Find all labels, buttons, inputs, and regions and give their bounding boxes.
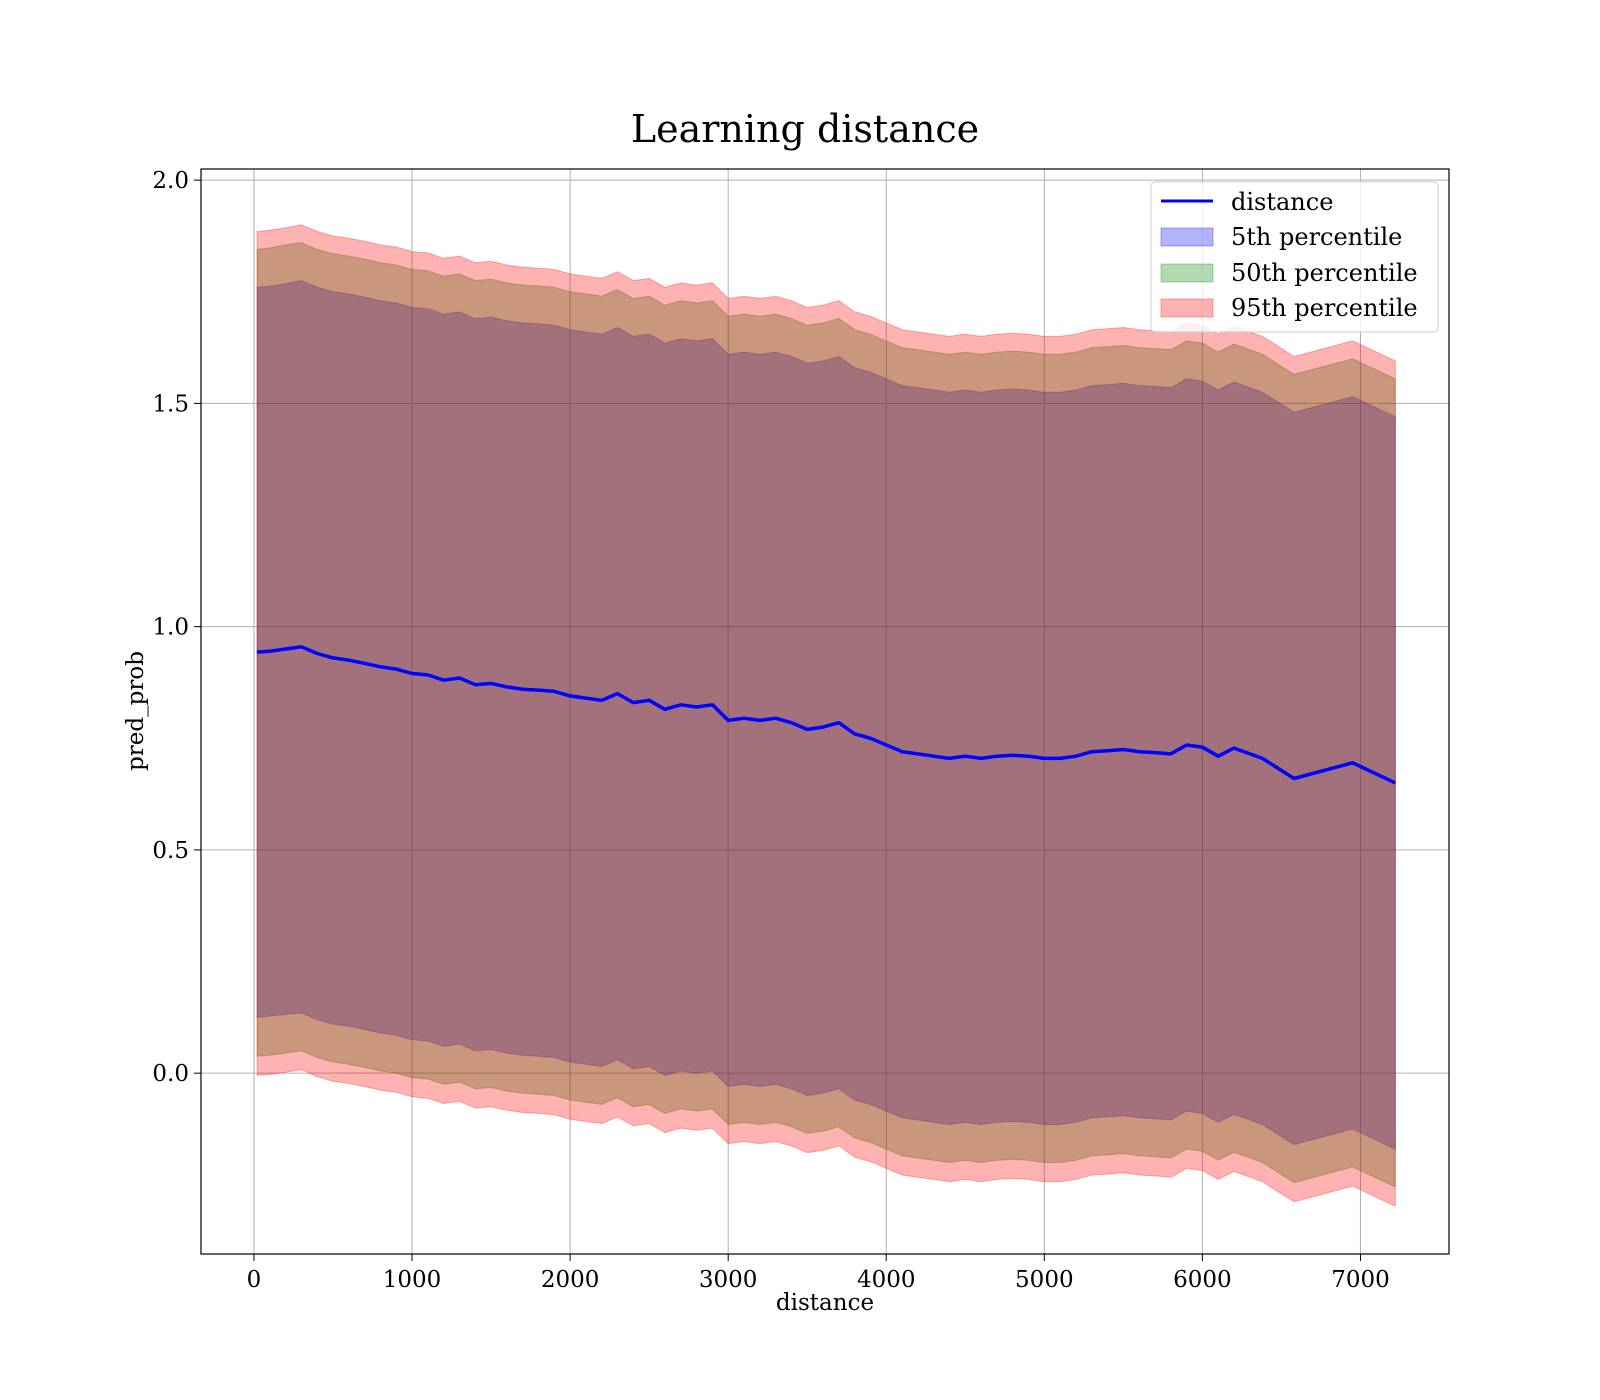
legend-label-50th: 50th percentile: [1231, 259, 1418, 287]
y-tick-label: 1.5: [152, 391, 189, 417]
x-axis-label: distance: [776, 1290, 874, 1316]
band-95th-percentile: [256, 224, 1396, 1207]
legend-label-distance: distance: [1231, 188, 1333, 216]
legend-swatch-95th: [1160, 298, 1214, 318]
x-axis-ticks: 0 1000 2000 3000 4000 5000 6000 7000: [247, 1254, 1390, 1293]
x-tick-label: 5000: [1015, 1267, 1074, 1293]
legend-label-95th: 95th percentile: [1231, 294, 1418, 322]
plot-frame: [200, 168, 1450, 1255]
x-tick-label: 7000: [1331, 1267, 1390, 1293]
series-lines: [256, 645, 1397, 785]
grid: [201, 169, 1449, 1254]
percentile-bands: [256, 224, 1396, 1207]
x-tick-label: 1000: [383, 1267, 442, 1293]
line-distance: [256, 645, 1397, 785]
x-tick-label: 0: [247, 1267, 262, 1293]
x-tick-label: 3000: [699, 1267, 758, 1293]
x-tick-label: 4000: [857, 1267, 916, 1293]
y-tick-label: 0.5: [152, 838, 189, 864]
legend-swatch-5th: [1160, 227, 1214, 247]
chart-title: Learning distance: [631, 107, 979, 151]
x-tick-label: 6000: [1173, 1267, 1232, 1293]
y-tick-label: 2.0: [152, 168, 189, 194]
legend-box: [1150, 181, 1439, 333]
legend-swatch-50th: [1160, 263, 1214, 283]
y-axis-ticks: 0.0 0.5 1.0 1.5 2.0: [152, 168, 201, 1087]
band-50th-percentile: [256, 242, 1396, 1188]
legend-label-5th: 5th percentile: [1231, 223, 1402, 251]
x-tick-label: 2000: [541, 1267, 600, 1293]
y-tick-label: 0.0: [152, 1061, 189, 1087]
y-axis-label: pred_prob: [123, 651, 149, 771]
band-5th-percentile: [256, 280, 1396, 1150]
y-tick-label: 1.0: [152, 615, 189, 641]
legend: distance 5th percentile 50th percentile …: [1150, 181, 1439, 333]
